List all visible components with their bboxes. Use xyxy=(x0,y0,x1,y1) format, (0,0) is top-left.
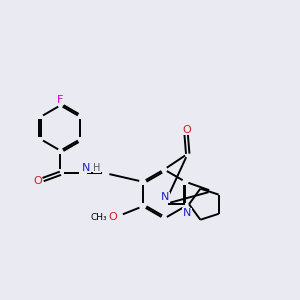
Text: H: H xyxy=(93,163,100,172)
Text: CH₃: CH₃ xyxy=(91,213,107,222)
Text: N: N xyxy=(82,163,90,172)
Text: O: O xyxy=(182,124,191,135)
Text: O: O xyxy=(33,176,42,186)
Text: N: N xyxy=(183,208,191,218)
Text: F: F xyxy=(57,95,64,105)
Text: N: N xyxy=(161,192,170,202)
Text: O: O xyxy=(108,212,117,222)
